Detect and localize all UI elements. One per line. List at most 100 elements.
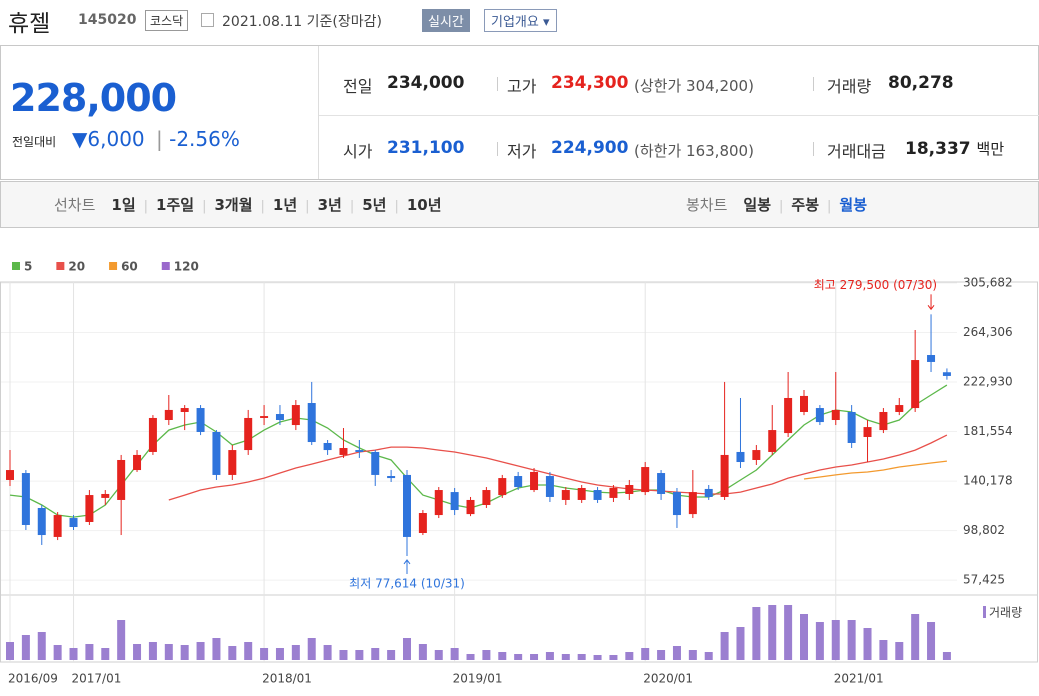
- volume-legend-swatch: [983, 606, 986, 618]
- separator: |: [143, 199, 149, 214]
- quote-label: 시가: [343, 142, 373, 161]
- quote-label: 저가: [507, 142, 537, 161]
- volume-bar: [244, 642, 253, 660]
- realtime-button[interactable]: 실시간: [422, 9, 470, 32]
- candle-body: [657, 473, 666, 494]
- volume-bar: [736, 627, 745, 660]
- volume-bar: [911, 614, 920, 660]
- quote-value: 234,000: [387, 73, 465, 93]
- volume-bar: [720, 632, 729, 660]
- volume-bar: [895, 642, 904, 660]
- divider: [319, 115, 1039, 116]
- arrow-head: [403, 559, 411, 565]
- company-label: 기업개요: [491, 15, 539, 30]
- volume-bar: [403, 638, 411, 660]
- y-tick-label: 57,425: [963, 573, 1005, 587]
- volume-bar: [275, 648, 284, 660]
- volume-bar: [752, 607, 761, 660]
- volume-bar: [339, 650, 348, 660]
- period-button[interactable]: 5년: [362, 196, 387, 214]
- annotation: 최고 279,500 (07/30): [814, 278, 937, 292]
- volume-bar: [482, 650, 491, 660]
- candle-body: [942, 372, 951, 376]
- period-button[interactable]: 3개월: [214, 196, 253, 214]
- volume-bar: [133, 644, 142, 660]
- candle-body: [6, 470, 14, 480]
- y-tick-label: 98,802: [963, 523, 1005, 537]
- volume-bar: [498, 652, 507, 660]
- change-rate-value: -2.56%: [169, 127, 240, 151]
- candle-body: [21, 473, 30, 525]
- candle-body: [688, 492, 697, 515]
- candle-body: [784, 397, 793, 434]
- period-button[interactable]: 1주일: [156, 196, 195, 214]
- candle-body: [530, 471, 539, 491]
- volume-bar: [260, 648, 269, 660]
- quote-label: 고가: [507, 77, 537, 96]
- volume-bar: [815, 622, 824, 660]
- legend-label: 60: [121, 260, 138, 274]
- annotation: 최저 77,614 (10/31): [349, 576, 465, 590]
- period-button[interactable]: 10년: [406, 196, 442, 214]
- candle-body: [180, 408, 189, 412]
- candle-body: [37, 507, 46, 536]
- volume-bar: [196, 642, 205, 660]
- ma-line: [9, 384, 948, 518]
- volume-bar: [418, 644, 427, 660]
- line-periods: 선차트 1일 | 1주일 | 3개월 | 1년 | 3년 | 5년 | 10년: [54, 194, 442, 215]
- calendar-icon: [201, 13, 214, 27]
- period-bar: [0, 181, 1039, 228]
- volume-bar: [6, 642, 14, 660]
- separator: [497, 77, 498, 91]
- period-button[interactable]: 월봉: [839, 196, 868, 214]
- y-tick-label: 140,178: [963, 474, 1013, 488]
- candle-body: [291, 405, 300, 426]
- volume-bar: [53, 645, 62, 660]
- quote-value: 234,300: [551, 73, 629, 93]
- candle-body: [101, 493, 110, 498]
- volume-bar: [784, 605, 793, 660]
- candle-body: [85, 495, 94, 522]
- candle-body: [514, 476, 523, 488]
- candle-body: [561, 490, 570, 500]
- volume-bar: [942, 652, 951, 660]
- volume-bar: [323, 645, 332, 660]
- volume-bar: [657, 650, 666, 660]
- period-button[interactable]: 1년: [272, 196, 298, 214]
- company-button[interactable]: 기업개요 ▾: [484, 9, 557, 32]
- period-button[interactable]: 3년: [317, 196, 342, 214]
- volume-bar: [164, 644, 173, 660]
- candle-body: [625, 485, 634, 494]
- candle-body: [593, 490, 602, 500]
- candle-body: [450, 492, 459, 511]
- period-label: 봉차트: [686, 196, 728, 214]
- change-rate: | -2.56%: [156, 127, 240, 151]
- separator: |: [202, 199, 207, 214]
- period-button[interactable]: 1일: [111, 196, 136, 214]
- candle-body: [164, 409, 173, 421]
- candle-body: [212, 431, 221, 475]
- x-tick-label: 2021/01: [834, 672, 884, 686]
- candle-body: [768, 430, 777, 452]
- separator: |: [827, 199, 832, 214]
- candle-body: [800, 395, 808, 412]
- divider: [318, 46, 319, 179]
- volume-bar: [672, 646, 681, 660]
- separator: |: [394, 199, 399, 214]
- period-button[interactable]: 주봉: [791, 196, 820, 214]
- candle-body: [609, 487, 618, 498]
- candle-body: [260, 416, 269, 418]
- volume-bar: [800, 614, 808, 660]
- legend-swatch: [161, 262, 170, 270]
- period-button[interactable]: 일봉: [743, 196, 772, 214]
- candle-body: [927, 355, 936, 362]
- y-tick-label: 181,554: [963, 424, 1013, 438]
- legend-swatch: [56, 262, 65, 270]
- quote-value: 224,900: [551, 138, 629, 158]
- unit: 백만: [976, 140, 1005, 158]
- y-tick-label: 222,930: [963, 375, 1013, 389]
- limit-note: (상한가 304,200): [634, 75, 754, 96]
- candle-body: [895, 405, 904, 412]
